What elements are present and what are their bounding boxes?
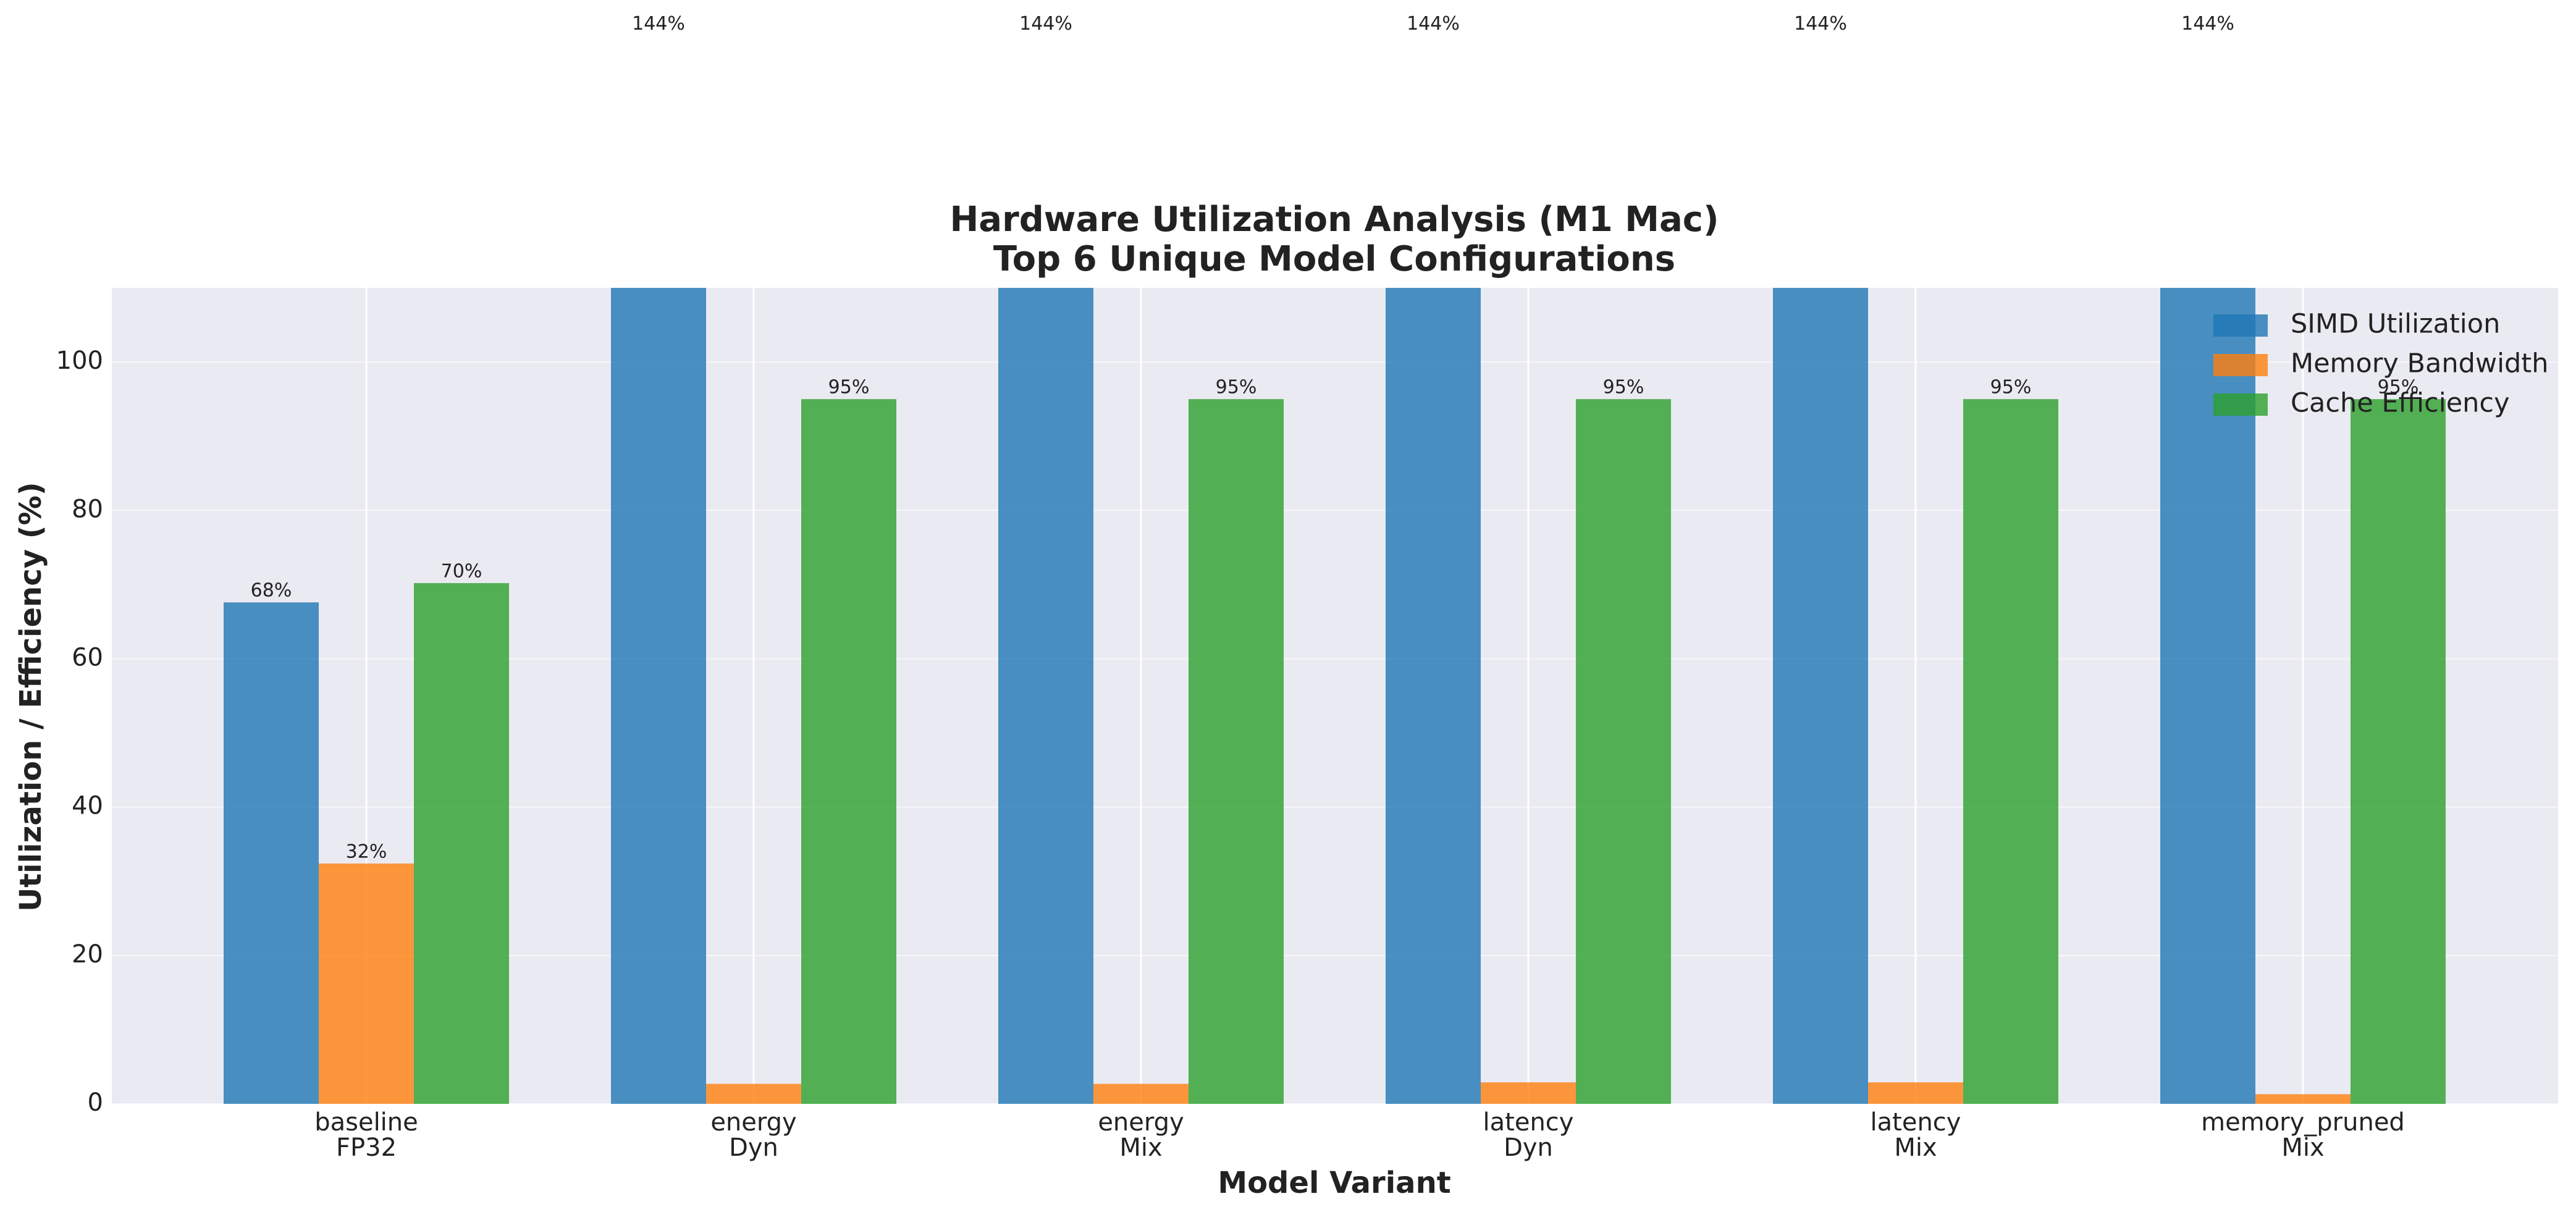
bar bbox=[1963, 399, 2058, 1104]
y-tick-label: 100 bbox=[56, 347, 103, 375]
value-label: 144% bbox=[2181, 13, 2234, 35]
legend-label: Memory Bandwidth bbox=[2291, 348, 2548, 379]
bar bbox=[1481, 1082, 1576, 1104]
bar bbox=[414, 583, 509, 1104]
x-axis-label: Model Variant bbox=[1218, 1166, 1450, 1200]
y-tick-label: 60 bbox=[72, 643, 103, 671]
legend-label: SIMD Utilization bbox=[2291, 309, 2500, 340]
bar bbox=[2255, 1094, 2351, 1104]
x-tick-label: Mix bbox=[2281, 1134, 2324, 1162]
y-tick-label: 80 bbox=[72, 495, 103, 523]
x-tick-label: energy bbox=[1098, 1108, 1184, 1137]
legend-swatch bbox=[2213, 393, 2268, 416]
bar bbox=[2160, 288, 2255, 1104]
x-tick-label: memory_pruned bbox=[2201, 1108, 2405, 1137]
value-label: 95% bbox=[2378, 377, 2419, 398]
bar bbox=[611, 288, 706, 1104]
y-axis-label: Utilization / Efficiency (%) bbox=[14, 482, 48, 911]
x-tick-label: Dyn bbox=[1504, 1134, 1553, 1162]
x-tick-label: Mix bbox=[1894, 1134, 1937, 1162]
value-label: 32% bbox=[346, 841, 387, 862]
value-label: 68% bbox=[251, 580, 292, 602]
grid bbox=[112, 288, 2558, 1104]
value-label: 144% bbox=[1794, 13, 1847, 35]
value-label: 95% bbox=[828, 377, 870, 398]
bar bbox=[1189, 399, 1284, 1104]
legend-swatch bbox=[2213, 314, 2268, 337]
overlay: 020406080100baselineFP32energyDynenergyM… bbox=[56, 13, 2549, 1162]
value-label: 95% bbox=[1603, 377, 1644, 398]
y-tick-label: 0 bbox=[88, 1088, 103, 1117]
bar bbox=[2351, 399, 2446, 1104]
bar bbox=[998, 288, 1093, 1104]
y-tick-label: 40 bbox=[72, 792, 103, 820]
value-label: 144% bbox=[1019, 13, 1072, 35]
bar bbox=[319, 863, 414, 1104]
x-tick-label: baseline bbox=[314, 1108, 418, 1137]
x-tick-label: Mix bbox=[1119, 1134, 1162, 1162]
chart-subtitle: Top 6 Unique Model Configurations bbox=[993, 239, 1675, 279]
x-tick-label: latency bbox=[1871, 1108, 1961, 1137]
bar bbox=[1868, 1082, 1963, 1104]
x-tick-label: latency bbox=[1483, 1108, 1574, 1137]
bars bbox=[224, 288, 2446, 1104]
value-label: 144% bbox=[1407, 13, 1460, 35]
legend-swatch bbox=[2213, 354, 2268, 376]
value-label: 95% bbox=[1216, 377, 1257, 398]
y-tick-label: 20 bbox=[72, 940, 103, 969]
x-tick-label: Dyn bbox=[729, 1134, 778, 1162]
bar bbox=[1773, 288, 1868, 1104]
bar bbox=[224, 602, 319, 1104]
legend-label: Cache Efficiency bbox=[2291, 388, 2510, 419]
x-tick-label: energy bbox=[710, 1108, 796, 1137]
value-label: 95% bbox=[1990, 377, 2032, 398]
value-label: 144% bbox=[632, 13, 685, 35]
x-tick-label: FP32 bbox=[336, 1134, 397, 1162]
bar bbox=[1093, 1083, 1189, 1104]
bar bbox=[801, 399, 896, 1104]
bar bbox=[706, 1083, 801, 1104]
bar bbox=[1386, 288, 1481, 1104]
value-label: 70% bbox=[441, 560, 482, 582]
plot-area bbox=[112, 288, 2558, 1104]
chart-title: Hardware Utilization Analysis (M1 Mac) bbox=[949, 200, 1719, 240]
bar bbox=[1576, 399, 1671, 1104]
